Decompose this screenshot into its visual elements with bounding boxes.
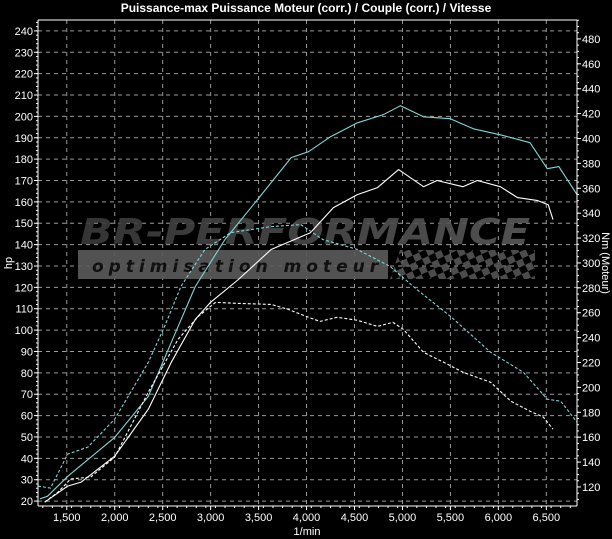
y-tick-label: 160 [15,197,33,209]
y2-tick-label: 320 [582,233,600,245]
y2-tick-label: 400 [582,133,600,145]
y-tick-label: 120 [15,282,33,294]
y2-tick-label: 200 [582,382,600,394]
y-tick-label: 180 [15,154,33,166]
y-tick-label: 90 [21,346,33,358]
y-tick-label: 100 [15,325,33,337]
y-tick-label: 230 [15,47,33,59]
y-tick-label: 200 [15,111,33,123]
x-tick-label: 2,500 [149,512,177,524]
watermark-logo: BR-PERFORMANCE optimisation moteur [78,212,535,279]
y2-tick-label: 140 [582,457,600,469]
series-line-2 [44,169,554,503]
watermark-brand: BR-PERFORMANCE [80,212,530,253]
x-tick-label: 5,500 [437,512,465,524]
y2-tick-label: 180 [582,407,600,419]
series-group [37,105,578,503]
y2-tick-label: 360 [582,183,600,195]
y-tick-label: 40 [21,453,33,465]
y2-tick-label: 280 [582,283,600,295]
y2-tick-label: 440 [582,84,600,96]
y-tick-label: 140 [15,240,33,252]
x-tick-label: 5,000 [389,512,417,524]
series-line-3 [37,224,578,489]
y-tick-label: 70 [21,389,33,401]
y2-tick-label: 480 [582,34,600,46]
axes: 1,500 2,000 2,500 3,000 3,500 4,000 4,500 5,000… [15,19,600,524]
x-axis-label: 1/min [294,526,321,538]
y2-tick-label: 460 [582,59,600,71]
watermark-band [78,250,388,279]
x-tick-label: 2,000 [101,512,129,524]
y-tick-label: 220 [15,69,33,81]
y-tick-label: 150 [15,218,33,230]
y-tick-label: 50 [21,432,33,444]
y-tick-label: 210 [15,90,33,102]
chart-title: Puissance-max Puissance Moteur (corr.) /… [121,1,492,15]
series-line-4 [44,301,554,503]
y2-tick-label: 380 [582,158,600,170]
y2-tick-label: 120 [582,482,600,494]
x-tick-label: 6,000 [485,512,513,524]
x-tick-label: 4,000 [293,512,321,524]
y2-tick-label: 160 [582,432,600,444]
watermark-checker [390,250,535,279]
y2-tick-label: 260 [582,308,600,320]
y2-tick-label: 420 [582,109,600,121]
y-tick-label: 190 [15,133,33,145]
y-tick-label: 110 [15,304,33,316]
y2-tick-label: 240 [582,333,600,345]
x-tick-label: 3,000 [197,512,225,524]
x-tick-label: 4,500 [341,512,369,524]
y-tick-label: 80 [21,368,33,380]
y-tick-label: 240 [15,26,33,38]
y-tick-label: 20 [21,496,33,508]
watermark-tagline: optimisation moteur [92,257,383,277]
y-tick-label: 170 [15,176,33,188]
x-tick-label: 3,500 [245,512,273,524]
y2-axis-label: Nm (Moteur) [599,232,611,294]
y-tick-label: 30 [21,475,33,487]
y-axis-label: hp [3,257,15,269]
y2-tick-label: 220 [582,358,600,370]
x-tick-label: 6,500 [533,512,561,524]
y-tick-label: 130 [15,261,33,273]
x-tick-label: 1,500 [53,512,81,524]
y2-tick-label: 340 [582,208,600,220]
series-line-1 [39,105,578,500]
y2-tick-label: 300 [582,258,600,270]
y-tick-label: 60 [21,411,33,423]
